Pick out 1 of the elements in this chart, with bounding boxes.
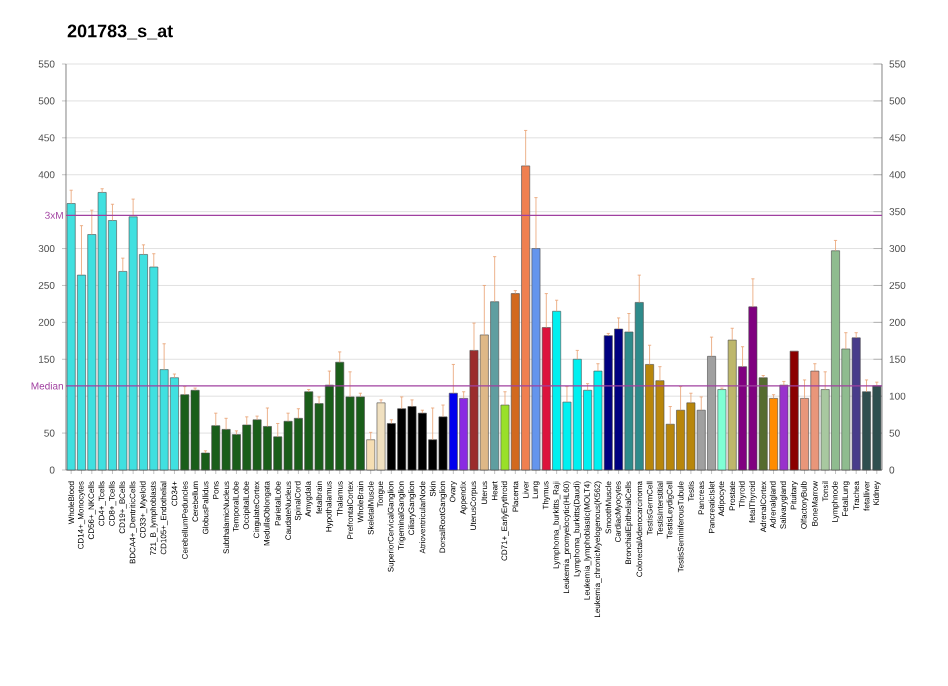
chart-title: 201783_s_at [67,24,173,40]
